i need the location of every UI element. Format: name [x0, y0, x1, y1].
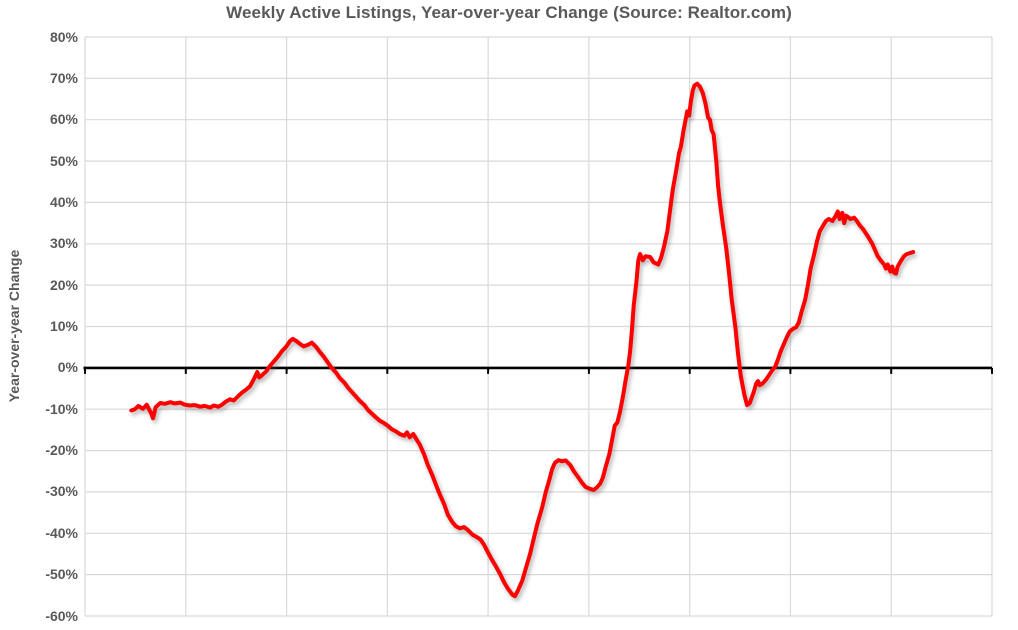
y-tick-label: 20%: [49, 276, 78, 293]
y-tick-label: 50%: [49, 152, 78, 169]
y-tick-label: 0%: [57, 359, 78, 376]
y-tick-label: 40%: [49, 193, 78, 210]
y-tick-label: 80%: [49, 28, 78, 45]
y-tick-label: 30%: [49, 235, 78, 252]
y-tick-label: -30%: [45, 483, 78, 500]
y-tick-label: -50%: [45, 566, 78, 583]
y-tick-label: 70%: [49, 69, 78, 86]
y-tick-label: -40%: [45, 524, 78, 541]
series-line: [129, 81, 916, 599]
y-tick-label: -60%: [45, 607, 78, 624]
y-tick-label: -20%: [45, 442, 78, 459]
y-tick-label: 60%: [49, 111, 78, 128]
y-tick-label: -10%: [45, 400, 78, 417]
y-tick-label: 10%: [49, 318, 78, 334]
chart-title: Weekly Active Listings, Year-over-year C…: [226, 3, 792, 22]
